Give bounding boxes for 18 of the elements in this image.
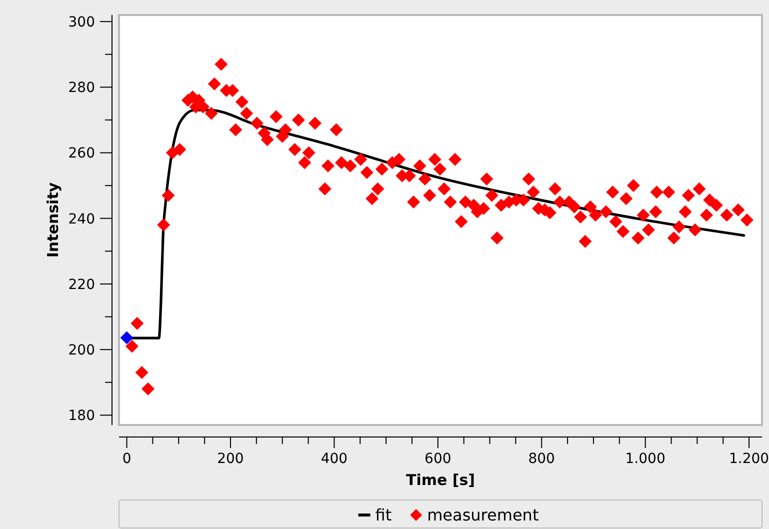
x-tick-label: 0 <box>122 451 132 467</box>
x-tick-label: 800 <box>528 451 555 467</box>
legend-label: measurement <box>427 506 539 525</box>
y-axis-title: Intensity <box>44 182 62 258</box>
x-tick-label: 200 <box>217 451 244 467</box>
y-tick-label: 240 <box>68 211 95 228</box>
y-tick-label: 180 <box>68 408 95 424</box>
x-tick-label: 1.000 <box>625 451 666 467</box>
x-tick-label: 1.200 <box>728 451 769 467</box>
legend-label: fit <box>375 506 392 525</box>
x-tick-label: 400 <box>320 451 348 467</box>
x-axis-title: Time [s] <box>406 471 476 489</box>
y-tick-label: 300 <box>68 14 95 30</box>
x-tick-label: 600 <box>424 451 452 467</box>
y-tick-label: 280 <box>68 80 95 96</box>
y-tick-label: 220 <box>68 276 95 293</box>
y-tick-label: 200 <box>68 342 95 358</box>
y-tick-label: 260 <box>68 146 95 162</box>
